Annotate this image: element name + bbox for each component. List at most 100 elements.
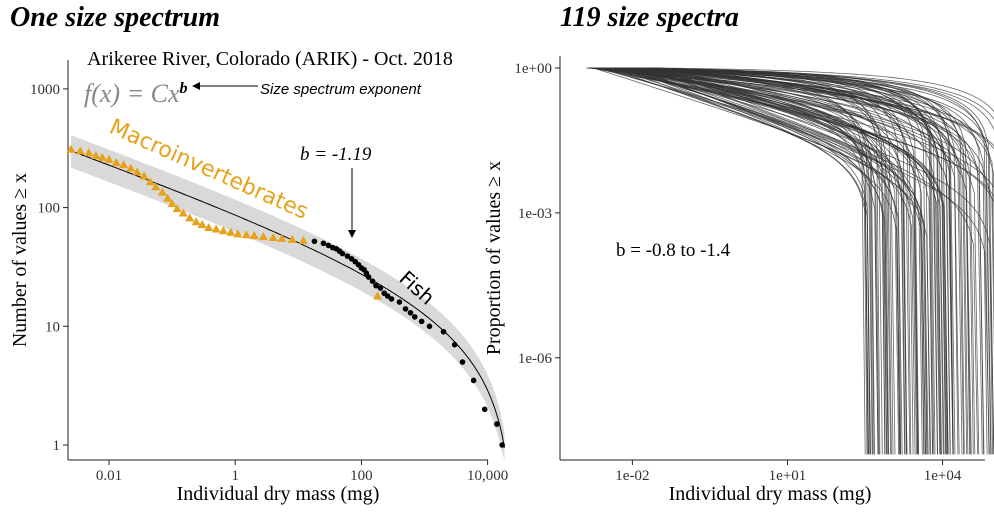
- fish-point: [499, 442, 505, 448]
- right-panel-title: 119 size spectra: [560, 2, 739, 33]
- macro-point: [268, 232, 278, 241]
- macro-point: [178, 208, 188, 217]
- left-x-tick-label: 0.01: [96, 468, 122, 484]
- spectrum-line: [589, 67, 908, 455]
- fish-point: [470, 377, 477, 384]
- left-y-axis-label: Number of values ≥ x: [9, 173, 31, 347]
- macro-point: [97, 152, 107, 161]
- fish-point: [369, 278, 376, 284]
- macro-point: [167, 199, 177, 208]
- macro-point: [151, 182, 161, 191]
- spectrum-line: [617, 67, 901, 455]
- formula-text: f(x) = Cxb: [84, 79, 188, 108]
- left-y-tick-label: 1: [53, 438, 61, 454]
- macro-point: [157, 187, 167, 196]
- fish-point: [365, 274, 372, 280]
- right-x-tick-label: 1e+04: [924, 468, 962, 484]
- fish-point: [384, 293, 391, 299]
- macro-point: [249, 231, 259, 240]
- spectrum-line: [617, 67, 905, 455]
- macro-point: [191, 217, 201, 226]
- macro-point: [258, 232, 268, 241]
- right-x-ticks: 1e-02 1e+01 1e+04: [615, 460, 962, 484]
- fish-point: [411, 314, 418, 320]
- macro-point: [277, 233, 287, 242]
- fish-point: [451, 341, 458, 348]
- left-panel-title: One size spectrum: [10, 2, 220, 33]
- left-y-tick-label: 100: [38, 201, 61, 217]
- left-x-tick-label: 100: [350, 468, 373, 484]
- fish-point: [440, 328, 447, 335]
- formula-prefix: f(x) = Cx: [84, 79, 180, 108]
- macro-point: [139, 171, 149, 180]
- spectrum-line: [651, 67, 869, 455]
- left-x-ticks: 0.01 1 100 10,000: [96, 460, 508, 484]
- fish-point: [344, 253, 351, 259]
- spectrum-line: [629, 67, 925, 455]
- b-arrowhead: [348, 230, 356, 238]
- left-chart-title: Arikeree River, Colorado (ARIK) - Oct. 2…: [87, 48, 453, 70]
- left-x-axis-label: Individual dry mass (mg): [177, 483, 380, 505]
- spectrum-line: [617, 67, 879, 455]
- spectrum-line: [621, 67, 935, 455]
- spectrum-line: [656, 67, 988, 455]
- left-ci-band: [71, 135, 505, 461]
- exponent-arrowhead: [192, 82, 200, 90]
- macro-point: [119, 160, 129, 169]
- macro-point: [84, 148, 94, 157]
- macro-point: [126, 163, 136, 172]
- right-x-axis-label: Individual dry mass (mg): [669, 483, 872, 505]
- right-y-axis-label: Proportion of values ≥ x: [483, 161, 505, 355]
- right-y-tick-label: 1e-06: [518, 351, 553, 367]
- right-y-ticks: 1e+00 1e-03 1e-06: [514, 61, 560, 367]
- spectrum-line: [610, 67, 903, 455]
- fish-point: [388, 296, 395, 302]
- fish-point: [426, 323, 433, 330]
- macro-point: [197, 220, 207, 229]
- spectrum-line: [623, 67, 945, 455]
- fish-point: [481, 406, 488, 413]
- left-x-tick-label: 10,000: [467, 468, 508, 484]
- fish-point: [373, 282, 379, 289]
- fish-point: [418, 318, 425, 325]
- macro-points: [66, 144, 383, 300]
- fish-point: [402, 306, 409, 312]
- fish-points: [311, 238, 505, 448]
- spectrum-line: [597, 67, 938, 455]
- b-value-label: b = -1.19: [300, 144, 372, 165]
- macro-point: [66, 144, 76, 153]
- left-chart: Arikeree River, Colorado (ARIK) - Oct. 2…: [9, 48, 508, 505]
- right-x-tick-label: 1e+01: [769, 468, 807, 484]
- spectrum-line: [647, 67, 978, 455]
- macro-point: [104, 154, 114, 163]
- right-annotation: b = -0.8 to -1.4: [616, 240, 731, 261]
- macro-point: [373, 291, 383, 300]
- macro-point: [233, 229, 243, 238]
- fish-point: [320, 240, 327, 247]
- macro-point: [91, 150, 101, 159]
- macro-point: [163, 193, 173, 202]
- right-x-tick-label: 1e-02: [615, 468, 649, 484]
- spectrum-line: [630, 67, 875, 455]
- right-y-tick-label: 1e-03: [518, 206, 552, 222]
- spectrum-line: [624, 67, 874, 455]
- fish-point: [377, 285, 384, 291]
- spectrum-line: [636, 67, 868, 455]
- fish-point: [494, 421, 500, 427]
- macro-point: [241, 230, 251, 239]
- left-y-tick-label: 10: [45, 319, 60, 335]
- macro-point: [132, 167, 142, 176]
- ci-band-area: [71, 135, 505, 461]
- fish-point: [396, 299, 403, 305]
- macro-point: [185, 213, 195, 222]
- macro-point: [75, 146, 85, 155]
- spectrum-line: [652, 67, 994, 455]
- spectrum-line: [621, 67, 880, 455]
- right-y-tick-label: 1e+00: [514, 61, 552, 77]
- size-spectra-lines: [586, 67, 994, 455]
- fish-point: [339, 250, 346, 257]
- fish-point: [407, 309, 414, 316]
- formula-exponent: b: [180, 80, 188, 97]
- right-chart: 1e-02 1e+01 1e+04 1e+00 1e-03 1e-06 b = -0.8…: [483, 56, 994, 505]
- spectrum-line: [612, 67, 911, 455]
